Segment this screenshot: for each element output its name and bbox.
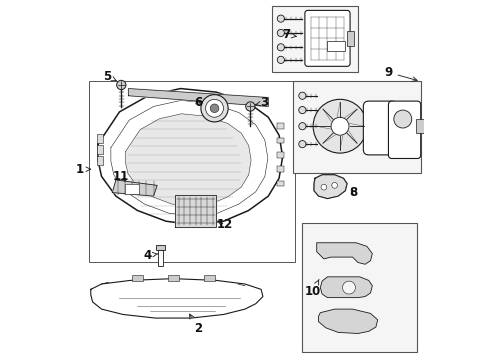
Bar [294, 81, 421, 173]
Polygon shape [97, 134, 103, 143]
Bar [89, 81, 295, 262]
Polygon shape [98, 89, 283, 225]
FancyBboxPatch shape [389, 101, 421, 158]
Circle shape [205, 99, 223, 117]
Text: 2: 2 [190, 314, 202, 335]
Polygon shape [158, 250, 163, 266]
Polygon shape [204, 275, 215, 281]
Polygon shape [125, 184, 139, 194]
Text: 6: 6 [194, 96, 202, 109]
Circle shape [245, 102, 255, 111]
FancyBboxPatch shape [364, 101, 397, 155]
Text: 4: 4 [144, 249, 157, 262]
Circle shape [201, 95, 228, 122]
Text: 10: 10 [305, 279, 321, 298]
Circle shape [117, 80, 126, 90]
Circle shape [332, 183, 338, 188]
Polygon shape [347, 31, 354, 45]
FancyBboxPatch shape [305, 10, 350, 66]
Polygon shape [97, 145, 103, 154]
Text: 12: 12 [217, 218, 233, 231]
Polygon shape [128, 89, 269, 107]
Text: 11: 11 [113, 170, 129, 183]
Polygon shape [277, 138, 284, 143]
Polygon shape [314, 175, 347, 199]
Polygon shape [277, 152, 284, 158]
Text: 9: 9 [384, 66, 417, 81]
Polygon shape [168, 275, 179, 281]
Circle shape [210, 104, 219, 113]
Circle shape [313, 99, 367, 153]
Circle shape [277, 15, 285, 22]
Polygon shape [318, 309, 378, 333]
Polygon shape [97, 156, 103, 165]
Polygon shape [277, 123, 284, 129]
Text: 3: 3 [255, 96, 269, 109]
Polygon shape [320, 277, 372, 298]
Polygon shape [156, 244, 165, 250]
Polygon shape [112, 180, 157, 196]
Bar [302, 223, 417, 352]
Circle shape [277, 56, 285, 63]
Circle shape [277, 44, 285, 51]
Polygon shape [327, 41, 345, 51]
Circle shape [299, 140, 306, 148]
Polygon shape [175, 195, 216, 226]
Text: 5: 5 [103, 69, 117, 82]
Polygon shape [277, 181, 284, 186]
Polygon shape [125, 114, 251, 207]
Polygon shape [132, 275, 143, 281]
Circle shape [331, 117, 349, 135]
Circle shape [277, 30, 285, 37]
Polygon shape [277, 166, 284, 172]
Circle shape [299, 107, 306, 114]
Polygon shape [317, 243, 372, 264]
Text: 8: 8 [349, 186, 358, 199]
Polygon shape [416, 119, 423, 134]
Circle shape [299, 123, 306, 130]
Circle shape [299, 92, 306, 99]
Circle shape [321, 184, 327, 190]
Text: 7: 7 [282, 28, 296, 41]
Polygon shape [91, 279, 263, 318]
Text: 1: 1 [76, 163, 91, 176]
Circle shape [343, 281, 355, 294]
Circle shape [394, 110, 412, 128]
Bar [272, 6, 358, 72]
